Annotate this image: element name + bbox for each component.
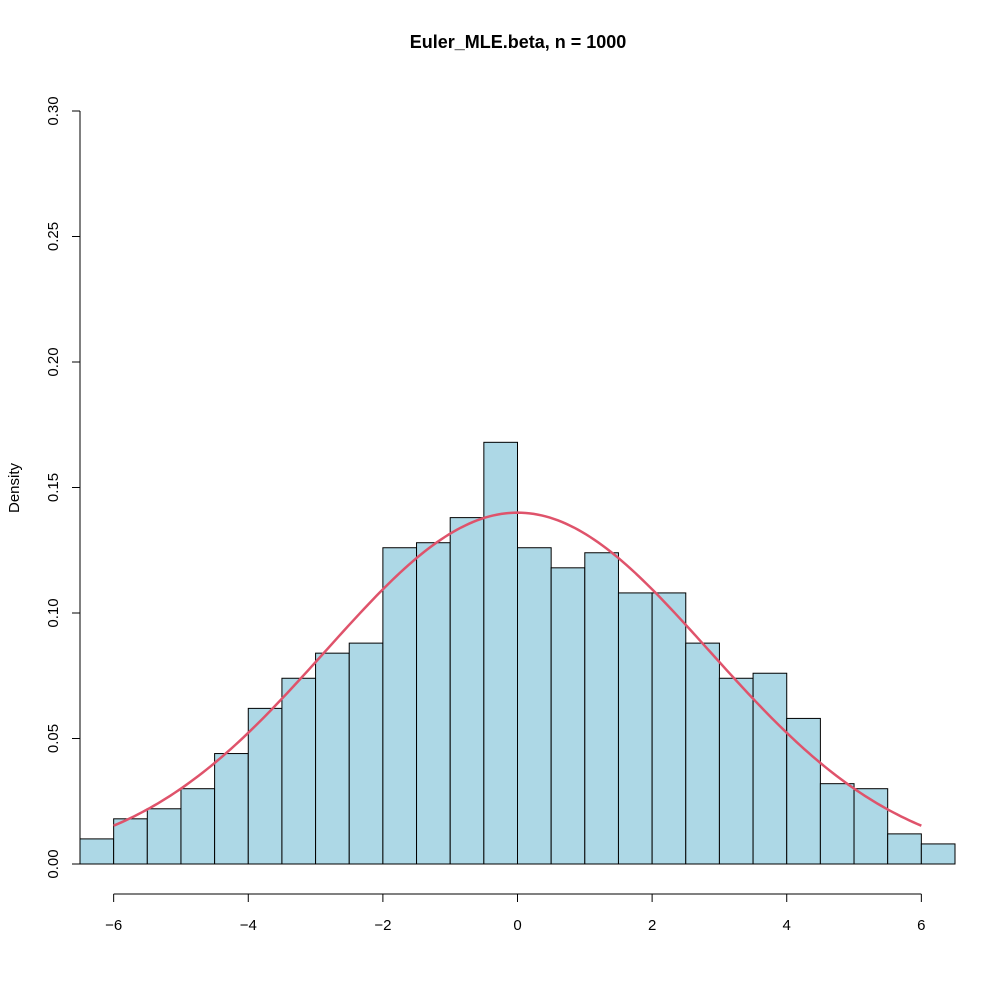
y-tick-label: 0.15 (45, 473, 62, 502)
y-tick-label: 0.10 (45, 598, 62, 627)
x-tick-label: −4 (240, 917, 257, 934)
bars-group (79, 441, 956, 865)
histogram-bar (79, 838, 115, 865)
histogram-bar (382, 547, 418, 865)
histogram-bar (752, 672, 788, 865)
x-axis: −6 −4 −2 0 2 4 6 (105, 893, 926, 934)
x-tick-label: 6 (917, 917, 925, 934)
histogram-bar (214, 753, 249, 865)
x-tick-label: 2 (648, 917, 656, 934)
chart-title: Euler_MLE.beta, n = 1000 (410, 32, 627, 52)
histogram-bar (718, 677, 754, 865)
histogram-bar (315, 652, 350, 865)
y-tick-label: 0.05 (45, 724, 62, 753)
histogram-bar (584, 552, 619, 865)
histogram-bar (617, 592, 653, 865)
histogram-bar (685, 642, 720, 865)
y-tick-label: 0.30 (45, 96, 62, 125)
histogram-bar (113, 818, 148, 865)
histogram-bar (449, 517, 485, 865)
histogram-bar (180, 788, 216, 865)
histogram-bar (517, 547, 552, 865)
histogram-bar (920, 843, 956, 865)
y-tick-label: 0.00 (45, 849, 62, 878)
histogram-bar (483, 441, 519, 865)
histogram-bar (853, 788, 889, 865)
histogram-bar (416, 542, 451, 865)
x-tick-label: −2 (374, 917, 391, 934)
histogram-bar (247, 707, 283, 865)
y-axis-label: Density (6, 462, 23, 513)
x-tick-label: −6 (105, 917, 122, 934)
x-tick-label: 0 (513, 917, 521, 934)
density-curve-line (113, 511, 922, 827)
y-tick-label: 0.25 (45, 222, 62, 251)
histogram-bar (348, 642, 384, 865)
histogram-bar (281, 677, 317, 865)
x-tick-label: 4 (783, 917, 791, 934)
histogram-bar (146, 808, 182, 865)
y-tick-label: 0.20 (45, 347, 62, 376)
histogram-bar (786, 717, 821, 865)
y-axis: 0.00 0.05 0.10 0.15 0.20 0.25 0.30 (45, 96, 81, 879)
histogram-bar (819, 783, 855, 865)
histogram-bar (651, 592, 687, 865)
histogram-bar (887, 833, 922, 865)
histogram-bar (550, 567, 586, 865)
density-curve-group (113, 511, 922, 827)
